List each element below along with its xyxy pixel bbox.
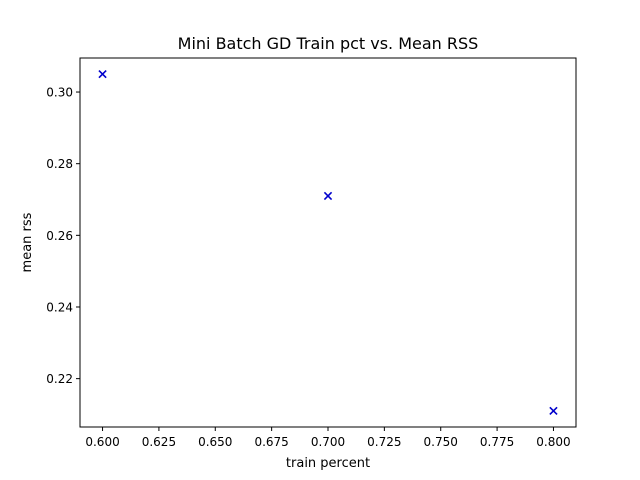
y-axis: 0.22 0.24 0.26 0.28 0.30	[46, 86, 80, 386]
scatter-series	[98, 69, 558, 416]
x-tick-label: 0.775	[480, 435, 514, 449]
x-tick-label: 0.725	[367, 435, 401, 449]
x-tick-label: 0.700	[311, 435, 345, 449]
y-tick-label: 0.28	[46, 157, 73, 171]
data-point	[549, 406, 558, 416]
y-tick-label: 0.26	[46, 229, 73, 243]
data-point	[323, 191, 333, 201]
x-axis-label: train percent	[286, 456, 370, 471]
x-tick-label: 0.675	[254, 435, 288, 449]
x-tick-label: 0.600	[85, 435, 119, 449]
x-tick-label: 0.625	[142, 435, 176, 449]
data-point	[98, 69, 107, 79]
y-tick-label: 0.24	[46, 300, 73, 314]
plot-area-frame	[79, 57, 577, 428]
x-tick-label: 0.650	[198, 435, 232, 449]
chart-title: Mini Batch GD Train pct vs. Mean RSS	[178, 34, 479, 53]
y-tick-label: 0.30	[46, 86, 73, 100]
x-tick-label: 0.750	[424, 435, 458, 449]
x-tick-label: 0.800	[536, 435, 570, 449]
y-tick-label: 0.22	[46, 372, 73, 386]
x-axis: 0.600 0.625 0.650 0.675 0.700 0.725 0.750 0.775…	[85, 427, 571, 449]
y-axis-label: mean rss	[20, 212, 35, 272]
